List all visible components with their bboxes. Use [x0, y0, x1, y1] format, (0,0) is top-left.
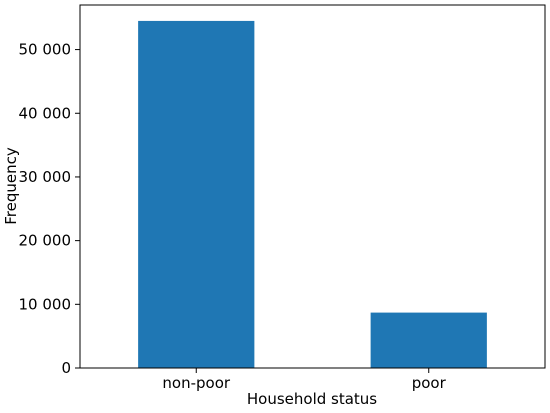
y-tick-label: 30 000 — [19, 168, 72, 186]
x-tick-label: non-poor — [162, 374, 230, 392]
bar-non-poor — [138, 20, 255, 369]
x-tick-label: poor — [412, 374, 447, 392]
ticks-layer: non-poor poor 0 10 000 20 000 30 000 40 000 50 … — [19, 41, 447, 392]
x-axis-title: Household status — [247, 390, 377, 408]
y-tick-label: 50 000 — [19, 41, 72, 59]
bar-poor — [370, 312, 487, 368]
y-tick-label: 0 — [61, 359, 71, 377]
y-tick-label: 40 000 — [19, 104, 72, 122]
y-tick-label: 10 000 — [19, 295, 72, 313]
y-tick-label: 20 000 — [19, 232, 72, 250]
bars-layer — [138, 20, 487, 369]
plot-frame — [79, 4, 546, 369]
y-axis-title: Frequency — [2, 147, 20, 225]
